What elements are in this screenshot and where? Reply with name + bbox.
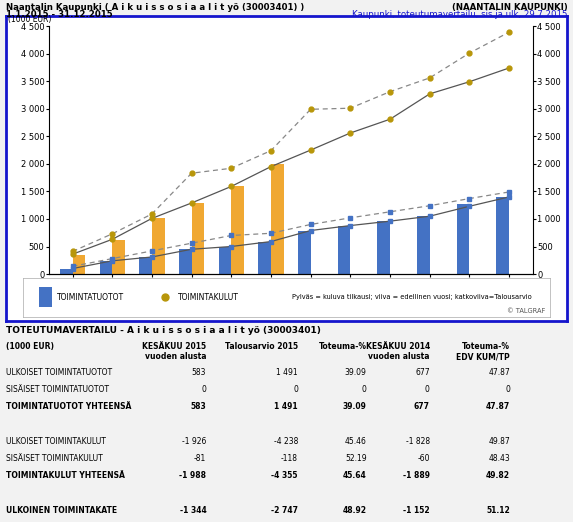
Text: -2 747: -2 747 xyxy=(271,506,298,515)
Text: SISÄISET TOIMINTAKULUT: SISÄISET TOIMINTAKULUT xyxy=(6,454,103,463)
Bar xyxy=(60,268,73,274)
Text: (1000 EUR): (1000 EUR) xyxy=(6,342,54,351)
Text: Toteuma-%
EDV KUM/TP: Toteuma-% EDV KUM/TP xyxy=(456,342,510,361)
Text: 583: 583 xyxy=(191,402,206,411)
Bar xyxy=(179,250,191,274)
Text: TOIMINTAKULUT YHTEENSÄ: TOIMINTAKULUT YHTEENSÄ xyxy=(6,471,124,480)
Text: 48.92: 48.92 xyxy=(343,506,367,515)
Text: -60: -60 xyxy=(417,454,430,463)
Bar xyxy=(258,242,271,274)
Text: -1 152: -1 152 xyxy=(403,506,430,515)
Text: -81: -81 xyxy=(194,454,206,463)
Text: 39.09: 39.09 xyxy=(345,368,367,377)
Text: Pylväs = kuluva tilkausi; viiva = edellinen vuosi; katkoviiva=Talousarvio: Pylväs = kuluva tilkausi; viiva = edelli… xyxy=(292,294,532,300)
Text: 52.19: 52.19 xyxy=(345,454,367,463)
Text: © TALGRAF: © TALGRAF xyxy=(507,308,545,314)
Text: 39.09: 39.09 xyxy=(343,402,367,411)
Text: ULKOISET TOIMINTAKULUT: ULKOISET TOIMINTAKULUT xyxy=(6,437,105,446)
Text: -1 344: -1 344 xyxy=(179,506,206,515)
Text: TOIMINTATUOTOT YHTEENSÄ: TOIMINTATUOTOT YHTEENSÄ xyxy=(6,402,131,411)
Text: 0: 0 xyxy=(362,385,367,394)
Text: TOTEUTUMAVERTAILU - A i k u i s s o s i a a l i t yö (30003401): TOTEUTUMAVERTAILU - A i k u i s s o s i … xyxy=(6,326,321,335)
Text: Talousarvio 2015: Talousarvio 2015 xyxy=(225,342,298,351)
Bar xyxy=(100,261,112,274)
Bar xyxy=(73,255,85,274)
Text: 583: 583 xyxy=(192,368,206,377)
Text: 45.64: 45.64 xyxy=(343,471,367,480)
Text: 677: 677 xyxy=(414,402,430,411)
Text: TOIMINTATUOTOT: TOIMINTATUOTOT xyxy=(57,293,124,302)
Bar xyxy=(139,257,152,274)
Text: 48.43: 48.43 xyxy=(488,454,510,463)
Text: -1 926: -1 926 xyxy=(182,437,206,446)
Bar xyxy=(457,204,469,274)
Text: (1000 EUR): (1000 EUR) xyxy=(7,15,51,23)
Text: ULKOISET TOIMINTATUOTOT: ULKOISET TOIMINTATUOTOT xyxy=(6,368,112,377)
Text: 0: 0 xyxy=(201,385,206,394)
Text: -118: -118 xyxy=(281,454,298,463)
Text: 45.46: 45.46 xyxy=(345,437,367,446)
Bar xyxy=(377,221,390,274)
Text: 47.87: 47.87 xyxy=(486,402,510,411)
Text: -1 988: -1 988 xyxy=(179,471,206,480)
Bar xyxy=(417,216,430,274)
Bar xyxy=(218,246,231,274)
Text: 1.1.2015 - 31.12.2015: 1.1.2015 - 31.12.2015 xyxy=(6,10,112,19)
Text: 0: 0 xyxy=(505,385,510,394)
Text: 49.87: 49.87 xyxy=(488,437,510,446)
Text: SISÄISET TOIMINTATUOTOT: SISÄISET TOIMINTATUOTOT xyxy=(6,385,109,394)
Text: ULKOINEN TOIMINTAKATE: ULKOINEN TOIMINTAKATE xyxy=(6,506,117,515)
Bar xyxy=(496,197,509,274)
Text: -4 238: -4 238 xyxy=(273,437,298,446)
Bar xyxy=(271,164,284,274)
Text: 47.87: 47.87 xyxy=(488,368,510,377)
Bar xyxy=(39,288,52,307)
Bar xyxy=(191,203,205,274)
Text: 51.12: 51.12 xyxy=(486,506,510,515)
Bar xyxy=(112,240,125,274)
Text: -1 828: -1 828 xyxy=(406,437,430,446)
Bar xyxy=(152,218,164,274)
Text: 0: 0 xyxy=(425,385,430,394)
Text: 0: 0 xyxy=(293,385,298,394)
Text: KESÄKUU 2014
vuoden alusta: KESÄKUU 2014 vuoden alusta xyxy=(366,342,430,361)
Text: 49.82: 49.82 xyxy=(486,471,510,480)
Text: -1 889: -1 889 xyxy=(403,471,430,480)
Text: KESÄKUU 2015
vuoden alusta: KESÄKUU 2015 vuoden alusta xyxy=(142,342,206,361)
Text: -4 355: -4 355 xyxy=(272,471,298,480)
Text: 1 491: 1 491 xyxy=(274,402,298,411)
Bar xyxy=(337,226,350,274)
Text: 677: 677 xyxy=(415,368,430,377)
Text: TOIMINTAKULUT: TOIMINTAKULUT xyxy=(178,293,240,302)
Text: Kaupunki, toteutumavertailu, sis ja ulk, 29.7.2015: Kaupunki, toteutumavertailu, sis ja ulk,… xyxy=(352,10,567,19)
Text: (NAANTALIN KAUPUNKI): (NAANTALIN KAUPUNKI) xyxy=(452,3,567,11)
Text: Naantalin Kaupunki ( A i k u i s s o s i a a l i t yö (30003401) ): Naantalin Kaupunki ( A i k u i s s o s i… xyxy=(6,3,304,11)
Text: 1 491: 1 491 xyxy=(276,368,298,377)
Bar xyxy=(231,186,244,274)
Bar xyxy=(298,231,311,274)
Text: Toteuma-%: Toteuma-% xyxy=(319,342,367,351)
